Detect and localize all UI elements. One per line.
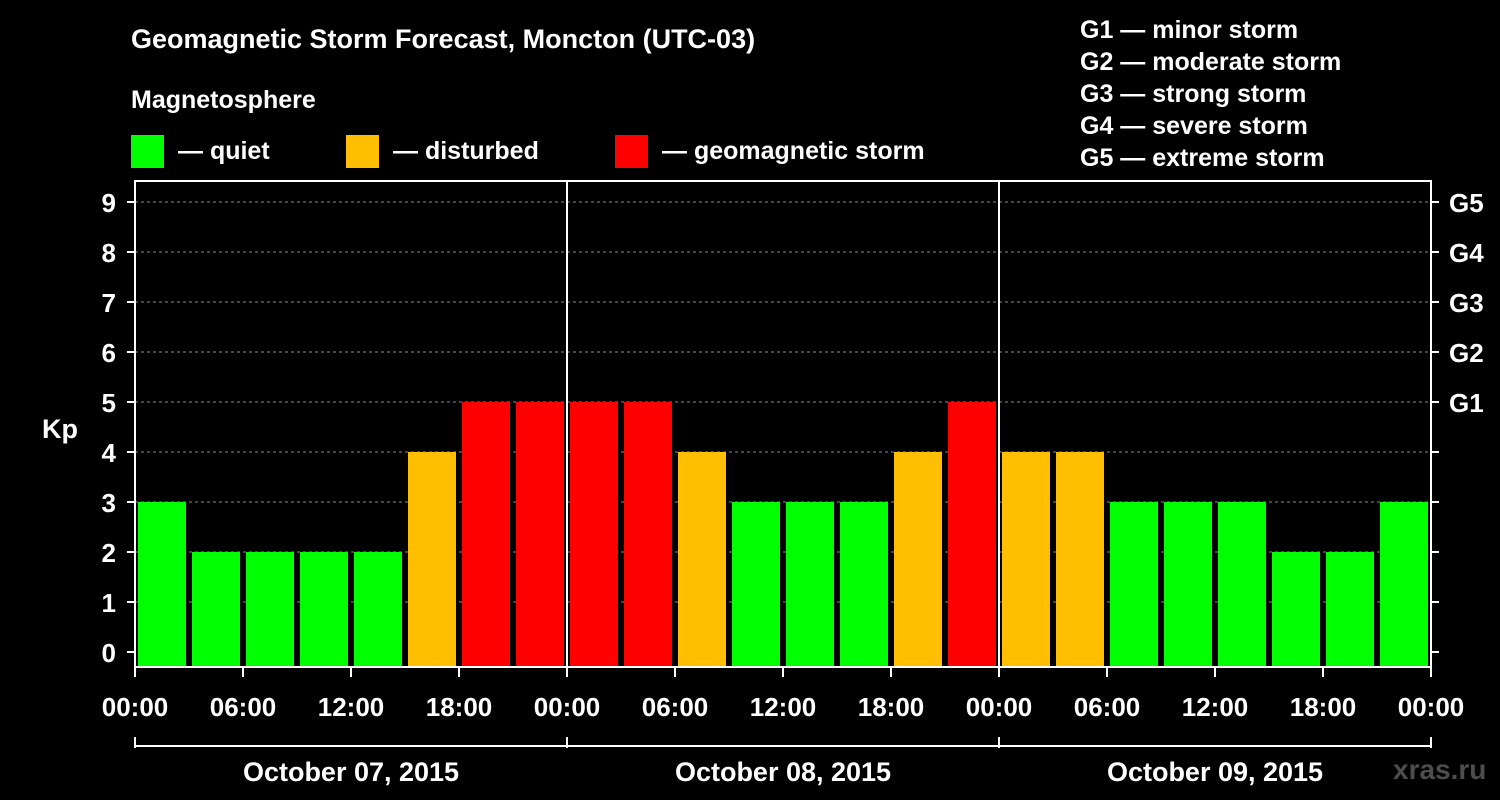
bar-7 bbox=[516, 402, 564, 667]
legend-item-disturbed: — disturbed bbox=[346, 134, 539, 168]
bar-22 bbox=[1326, 552, 1374, 667]
bar-23 bbox=[1380, 502, 1428, 667]
bar-12 bbox=[786, 502, 834, 667]
bar-19 bbox=[1164, 502, 1212, 667]
bar-16 bbox=[1002, 452, 1050, 667]
y-tick-label-5: 5 bbox=[102, 388, 116, 418]
legend-item-quiet: — quiet bbox=[131, 134, 270, 168]
y-tick-label-8: 8 bbox=[102, 238, 116, 268]
legend-label-storm: — geomagnetic storm bbox=[662, 136, 925, 165]
x-tick-label-9: 06:00 bbox=[1074, 692, 1141, 722]
bar-9 bbox=[624, 402, 672, 667]
right-axis-label-g2: G2 bbox=[1449, 338, 1484, 368]
y-tick-label-9: 9 bbox=[102, 188, 116, 218]
bar-14 bbox=[894, 452, 942, 667]
right-axis-label-g5: G5 bbox=[1449, 188, 1484, 218]
x-tick-label-12: 00:00 bbox=[1398, 692, 1465, 722]
x-tick-label-10: 12:00 bbox=[1182, 692, 1249, 722]
bar-1 bbox=[192, 552, 240, 667]
right-axis-label-g4: G4 bbox=[1449, 238, 1484, 268]
bar-6 bbox=[462, 402, 510, 667]
storm-level-g1: G1 — minor storm bbox=[1080, 16, 1299, 44]
x-tick-label-8: 00:00 bbox=[966, 692, 1033, 722]
x-tick-label-3: 18:00 bbox=[426, 692, 493, 722]
bar-18 bbox=[1110, 502, 1158, 667]
x-tick-label-11: 18:00 bbox=[1290, 692, 1357, 722]
y-tick-label-1: 1 bbox=[102, 588, 116, 618]
day-label-2: October 09, 2015 bbox=[1107, 757, 1323, 787]
y-tick-label-7: 7 bbox=[102, 288, 116, 318]
x-tick-label-5: 06:00 bbox=[642, 692, 709, 722]
x-tick-label-0: 00:00 bbox=[102, 692, 169, 722]
bar-21 bbox=[1272, 552, 1320, 667]
bar-8 bbox=[570, 402, 618, 667]
bar-2 bbox=[246, 552, 294, 667]
right-axis-label-g3: G3 bbox=[1449, 288, 1484, 318]
legend-swatch-disturbed bbox=[346, 134, 379, 168]
legend-swatch-storm bbox=[615, 134, 648, 168]
bar-15 bbox=[948, 402, 996, 667]
watermark: xras.ru bbox=[1393, 754, 1487, 785]
y-tick-label-4: 4 bbox=[102, 438, 117, 468]
y-tick-label-0: 0 bbox=[102, 638, 116, 668]
bar-13 bbox=[840, 502, 888, 667]
day-label-0: October 07, 2015 bbox=[243, 757, 459, 787]
bar-17 bbox=[1056, 452, 1104, 667]
storm-level-g5: G5 — extreme storm bbox=[1080, 144, 1325, 172]
chart-title: Geomagnetic Storm Forecast, Moncton (UTC… bbox=[131, 24, 756, 54]
x-tick-label-7: 18:00 bbox=[858, 692, 925, 722]
bar-0 bbox=[138, 502, 186, 667]
storm-level-g4: G4 — severe storm bbox=[1080, 112, 1308, 140]
y-tick-label-3: 3 bbox=[102, 488, 116, 518]
y-tick-label-6: 6 bbox=[102, 338, 116, 368]
legend-item-storm: — geomagnetic storm bbox=[615, 134, 925, 168]
legend-label-quiet: — quiet bbox=[178, 136, 270, 165]
storm-level-g3: G3 — strong storm bbox=[1080, 80, 1307, 108]
day-label-1: October 08, 2015 bbox=[675, 757, 891, 787]
bar-3 bbox=[300, 552, 348, 667]
bar-5 bbox=[408, 452, 456, 667]
bar-4 bbox=[354, 552, 402, 667]
x-tick-label-6: 12:00 bbox=[750, 692, 817, 722]
bar-20 bbox=[1218, 502, 1266, 667]
y-axis-label: Kp bbox=[42, 414, 78, 444]
bar-11 bbox=[732, 502, 780, 667]
y-tick-label-2: 2 bbox=[102, 538, 116, 568]
storm-level-list: G1 — minor storm G2 — moderate storm G3 … bbox=[1080, 14, 1341, 174]
x-tick-label-4: 00:00 bbox=[534, 692, 601, 722]
legend-label-disturbed: — disturbed bbox=[393, 136, 539, 165]
bar-10 bbox=[678, 452, 726, 667]
right-axis-label-g1: G1 bbox=[1449, 388, 1484, 418]
legend-heading: Magnetosphere bbox=[131, 86, 316, 114]
storm-level-g2: G2 — moderate storm bbox=[1080, 48, 1342, 76]
x-tick-label-1: 06:00 bbox=[210, 692, 277, 722]
x-tick-label-2: 12:00 bbox=[318, 692, 385, 722]
legend-swatch-quiet bbox=[131, 134, 164, 168]
